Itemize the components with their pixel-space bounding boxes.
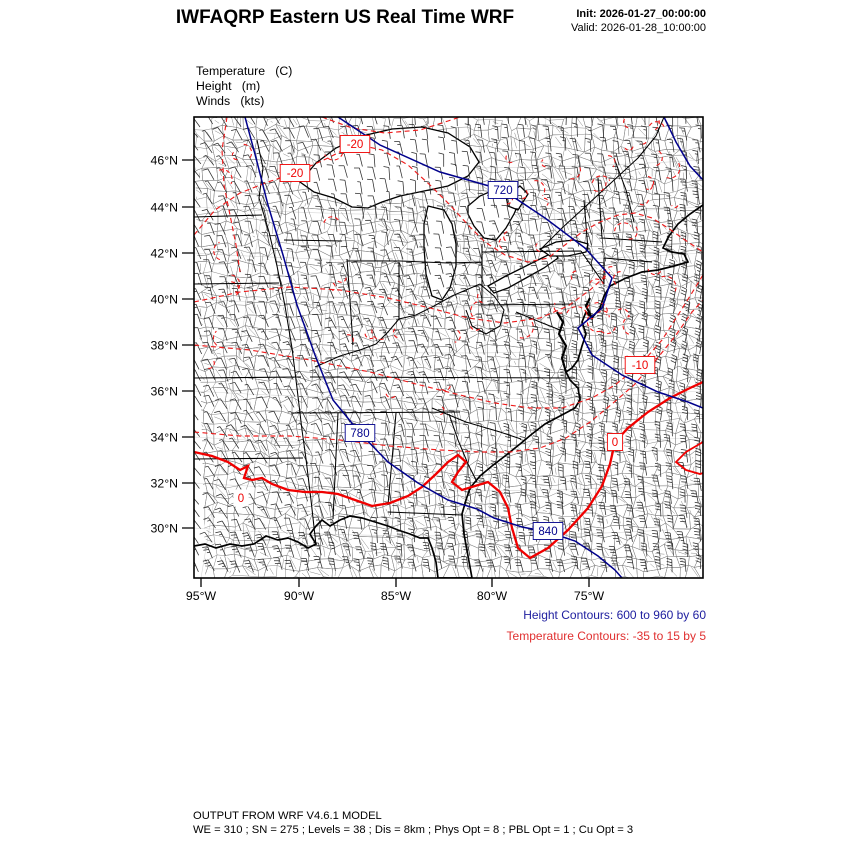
contour-label: 780 [344, 424, 376, 442]
lat-tick-label: 46°N [151, 153, 178, 167]
legend-winds: Winds (kts) [196, 94, 265, 108]
svg-text:0: 0 [238, 493, 244, 505]
lat-tick-label: 42°N [151, 246, 178, 260]
lon-tick-label: 80°W [477, 589, 508, 603]
coastline [194, 204, 703, 578]
contour-label: 720 [487, 181, 519, 199]
height-contour [337, 117, 703, 409]
svg-text:-20: -20 [347, 139, 364, 151]
height-contour [663, 117, 703, 181]
lon-tick-label: 75°W [574, 589, 605, 603]
footer-config-line: WE = 310 ; SN = 275 ; Levels = 38 ; Dis … [193, 824, 634, 836]
svg-text:0: 0 [612, 437, 618, 449]
contour-label: 0 [606, 433, 624, 451]
valid-timestamp: Valid: 2026-01-28_10:00:00 [571, 22, 706, 34]
lat-tick-label: 38°N [151, 338, 178, 352]
lon-tick-label: 85°W [381, 589, 412, 603]
height-contours-note: Height Contours: 600 to 960 by 60 [523, 608, 706, 622]
svg-text:-10: -10 [632, 360, 649, 372]
lat-tick-label: 36°N [151, 384, 178, 398]
lat-tick-label: 40°N [151, 292, 178, 306]
state-borders [194, 117, 665, 546]
page-title: IWFAQRP Eastern US Real Time WRF [175, 7, 515, 28]
lat-tick-label: 32°N [151, 476, 178, 490]
legend-height: Height (m) [196, 79, 261, 93]
legend-temperature: Temperature (C) [196, 64, 293, 78]
contour-label: -20 [279, 164, 311, 182]
contour-label: -20 [339, 135, 371, 153]
contour-label: 0 [233, 489, 249, 507]
svg-text:720: 720 [493, 185, 512, 197]
lon-tick-label: 95°W [186, 589, 217, 603]
contour-label: 840 [532, 522, 564, 540]
contour-label: -10 [624, 356, 656, 374]
lon-tick-label: 90°W [284, 589, 315, 603]
svg-text:-20: -20 [287, 168, 304, 180]
zero-degree-contour [194, 380, 703, 560]
lat-tick-label: 30°N [151, 521, 178, 535]
svg-text:780: 780 [350, 428, 369, 440]
svg-text:840: 840 [538, 526, 557, 538]
init-timestamp: Init: 2026-01-27_00:00:00 [576, 8, 706, 20]
wind-barbs [194, 117, 703, 573]
axis-ticks [182, 159, 590, 587]
temperature-contours-note: Temperature Contours: -35 to 15 by 5 [506, 629, 706, 643]
map-frame [193, 116, 704, 579]
lat-tick-label: 44°N [151, 200, 178, 214]
footer-model-line: OUTPUT FROM WRF V4.6.1 MODEL [193, 810, 382, 822]
lat-tick-label: 34°N [151, 430, 178, 444]
height-contour [244, 117, 623, 578]
